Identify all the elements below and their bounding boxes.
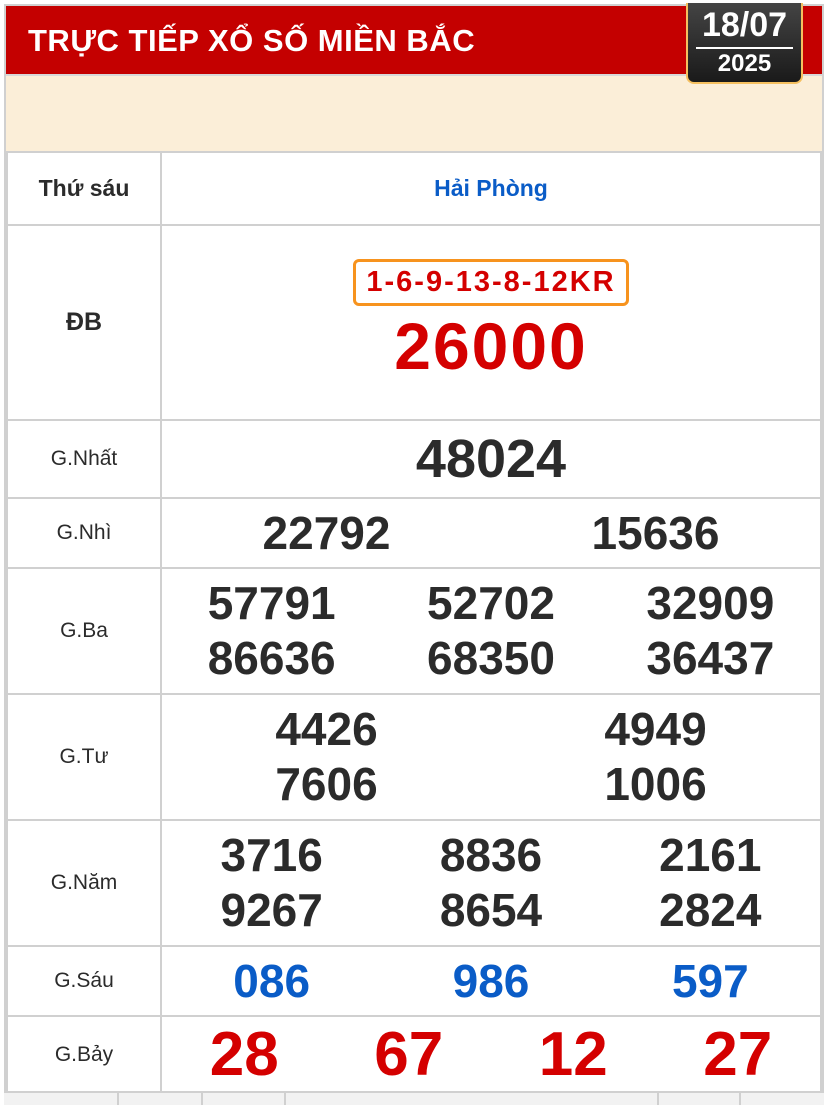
prize-label: G.Nhì: [6, 497, 162, 569]
prize-number: 52702: [427, 577, 555, 629]
prize-label: G.Bảy: [6, 1015, 162, 1094]
prize-number: 7606: [275, 758, 378, 810]
prize-number: 086: [233, 954, 311, 1007]
prize-number: 48024: [415, 428, 567, 489]
results-table: Thứ sáu Hải Phòng ĐB 1-6-9-13-8-12KR 260…: [6, 151, 822, 1094]
prize-number: 9267: [220, 884, 323, 936]
table-row: G.Nhất 48024: [6, 419, 822, 499]
banner-area: [6, 74, 822, 151]
prize-label: G.Tư: [6, 693, 162, 821]
prize-number: 28: [209, 1020, 279, 1089]
prize-number: 15636: [591, 506, 720, 559]
special-prize: 26000: [394, 309, 588, 383]
prize-number: 3716: [220, 829, 323, 881]
prize-number: 4426: [275, 703, 378, 755]
prize-number: 8654: [439, 884, 543, 936]
prize-number: 2824: [659, 884, 762, 936]
prize-label: G.Nhất: [6, 419, 162, 499]
prize-label: G.Sáu: [6, 945, 162, 1017]
prize-number: 67: [374, 1020, 444, 1089]
prize-number: 597: [671, 954, 749, 1007]
table-row: G.Bảy 28 67 12 27: [6, 1015, 822, 1094]
lottery-results: TRỰC TIẾP XỔ SỐ MIỀN BẮC Thứ sáu Hải Phò…: [4, 4, 824, 1094]
prize-number: 27: [703, 1020, 773, 1089]
prize-label: G.Ba: [6, 567, 162, 695]
table-row: G.Ba 57791 52702 32909 86636 68350 36437: [6, 567, 822, 695]
prize-number: 4949: [604, 703, 707, 755]
next-table-header: [4, 1091, 824, 1105]
weekday: Thứ sáu: [6, 151, 162, 226]
prize-number: 8836: [439, 829, 543, 881]
prize-label: G.Năm: [6, 819, 162, 947]
prize-number: 22792: [262, 506, 391, 559]
special-code: 1-6-9-13-8-12KR: [353, 259, 629, 306]
prize-number: 36437: [646, 632, 775, 684]
table-row: G.Năm 3716 8836 2161 9267 8654 2824: [6, 819, 822, 947]
table-header-row: Thứ sáu Hải Phòng: [6, 151, 822, 226]
prize-number: 2161: [659, 829, 762, 881]
province-link[interactable]: Hải Phòng: [160, 151, 822, 226]
prize-number: 12: [538, 1020, 608, 1089]
table-row: G.Sáu 086 986 597: [6, 945, 822, 1017]
prize-number: 32909: [646, 577, 775, 629]
prize-number: 1006: [604, 758, 707, 810]
table-row: ĐB 1-6-9-13-8-12KR 26000: [6, 224, 822, 421]
prize-label: ĐB: [6, 224, 162, 421]
table-row: G.Tư 4426 4949 7606 1006: [6, 693, 822, 821]
date-day-month: 18/07: [696, 3, 793, 49]
table-row: G.Nhì 22792 15636: [6, 497, 822, 569]
prize-number: 986: [452, 954, 530, 1007]
prize-number: 86636: [207, 632, 336, 684]
date-badge: 18/07 2025: [686, 3, 803, 84]
prize-number: 57791: [207, 577, 336, 629]
prize-number: 68350: [427, 632, 555, 684]
date-year: 2025: [717, 50, 772, 77]
